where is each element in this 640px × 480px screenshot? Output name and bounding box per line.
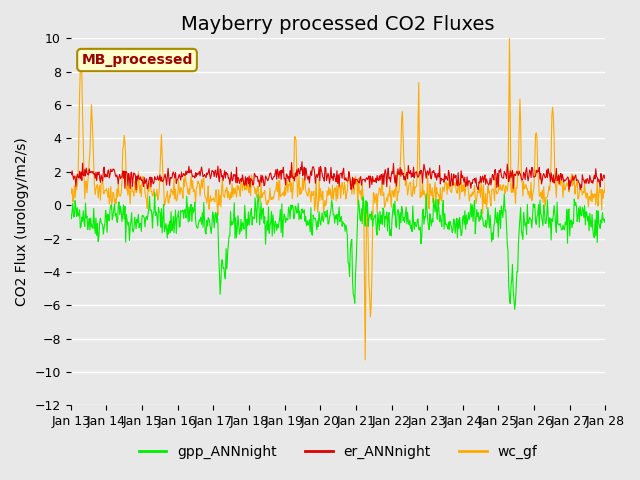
- er_ANNnight: [187, 169, 195, 175]
- wc_gf: [602, 174, 609, 180]
- er_ANNnight: [132, 172, 140, 178]
- Line: er_ANNnight: er_ANNnight: [70, 162, 605, 190]
- Legend: gpp_ANNnight, er_ANNnight, wc_gf: gpp_ANNnight, er_ANNnight, wc_gf: [133, 439, 543, 465]
- Title: Mayberry processed CO2 Fluxes: Mayberry processed CO2 Fluxes: [181, 15, 495, 34]
- er_ANNnight: [67, 170, 74, 176]
- Y-axis label: CO2 Flux (urology/m2/s): CO2 Flux (urology/m2/s): [15, 137, 29, 306]
- gpp_ANNnight: [419, 206, 427, 212]
- wc_gf: [214, 212, 222, 218]
- wc_gf: [419, 192, 427, 197]
- gpp_ANNnight: [602, 216, 609, 222]
- wc_gf: [404, 192, 412, 198]
- Text: MB_processed: MB_processed: [81, 53, 193, 67]
- gpp_ANNnight: [67, 212, 74, 217]
- wc_gf: [186, 192, 193, 197]
- Line: wc_gf: wc_gf: [70, 38, 605, 360]
- gpp_ANNnight: [511, 307, 518, 312]
- gpp_ANNnight: [77, 225, 84, 231]
- er_ANNnight: [298, 159, 306, 165]
- gpp_ANNnight: [215, 252, 223, 257]
- gpp_ANNnight: [151, 190, 159, 196]
- gpp_ANNnight: [187, 204, 195, 210]
- wc_gf: [362, 357, 369, 363]
- wc_gf: [67, 184, 74, 190]
- er_ANNnight: [77, 176, 84, 182]
- gpp_ANNnight: [132, 219, 140, 225]
- er_ANNnight: [602, 174, 609, 180]
- er_ANNnight: [404, 163, 412, 168]
- Line: gpp_ANNnight: gpp_ANNnight: [70, 193, 605, 310]
- er_ANNnight: [215, 175, 223, 180]
- gpp_ANNnight: [404, 209, 412, 215]
- er_ANNnight: [420, 161, 428, 167]
- wc_gf: [506, 36, 513, 41]
- wc_gf: [77, 65, 84, 71]
- wc_gf: [132, 178, 140, 184]
- er_ANNnight: [132, 187, 140, 193]
